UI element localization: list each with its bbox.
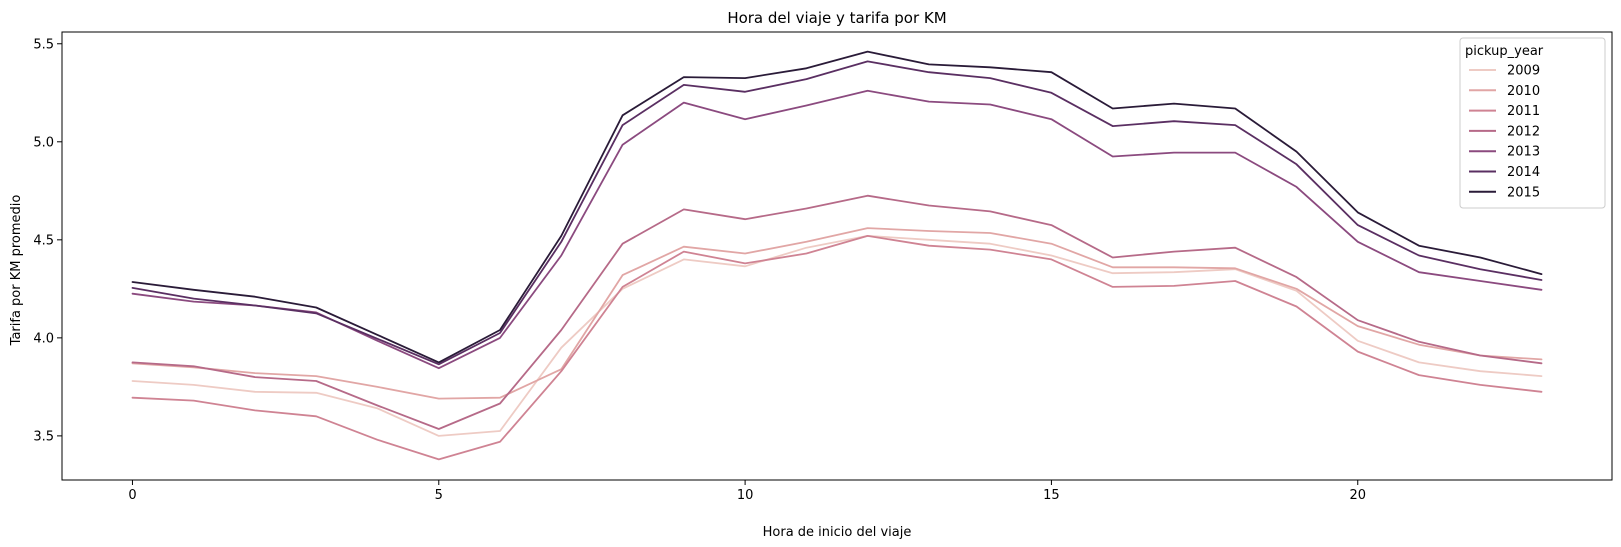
legend-title: pickup_year (1465, 44, 1544, 59)
legend-label-2013: 2013 (1507, 145, 1540, 160)
y-tick-label: 4.0 (33, 331, 54, 346)
y-axis: 3.5 4.0 4.5 5.0 5.5 (33, 37, 62, 444)
y-tick-label: 5.0 (33, 135, 54, 150)
legend-label-2011: 2011 (1507, 104, 1540, 119)
x-tick-label: 10 (737, 488, 754, 503)
x-tick-label: 15 (1043, 488, 1060, 503)
plot-frame (61, 31, 1613, 481)
y-axis-label: Tarifa por KM promedio (9, 195, 24, 347)
x-tick-label: 20 (1349, 488, 1366, 503)
legend-label-2015: 2015 (1507, 185, 1540, 200)
series-line-2015 (131, 50, 1543, 364)
series-line-2010 (131, 227, 1543, 400)
x-axis: 0 5 10 15 20 (128, 480, 1366, 503)
series-line-2012 (131, 194, 1543, 430)
legend-label-2014: 2014 (1507, 165, 1540, 180)
x-tick-label: 0 (128, 488, 136, 503)
legend-box (1459, 37, 1606, 209)
chart-title: Hora del viaje y tarifa por KM (727, 9, 946, 27)
series-line-2013 (131, 89, 1543, 370)
legend-label-2009: 2009 (1507, 64, 1540, 79)
y-tick-label: 5.5 (33, 37, 54, 52)
legend: pickup_year 2009 2010 2011 2012 2013 2014 2015 (1459, 37, 1606, 209)
y-tick-label: 4.5 (33, 233, 54, 248)
series-line-2011 (131, 235, 1543, 461)
series-layer (131, 50, 1543, 461)
y-tick-label: 3.5 (33, 429, 54, 444)
series-line-2014 (131, 60, 1543, 366)
legend-label-2012: 2012 (1507, 124, 1540, 139)
x-tick-label: 5 (435, 488, 443, 503)
series-line-2009 (131, 235, 1543, 437)
x-axis-label: Hora de inicio del viaje (763, 525, 912, 540)
legend-label-2010: 2010 (1507, 84, 1540, 99)
